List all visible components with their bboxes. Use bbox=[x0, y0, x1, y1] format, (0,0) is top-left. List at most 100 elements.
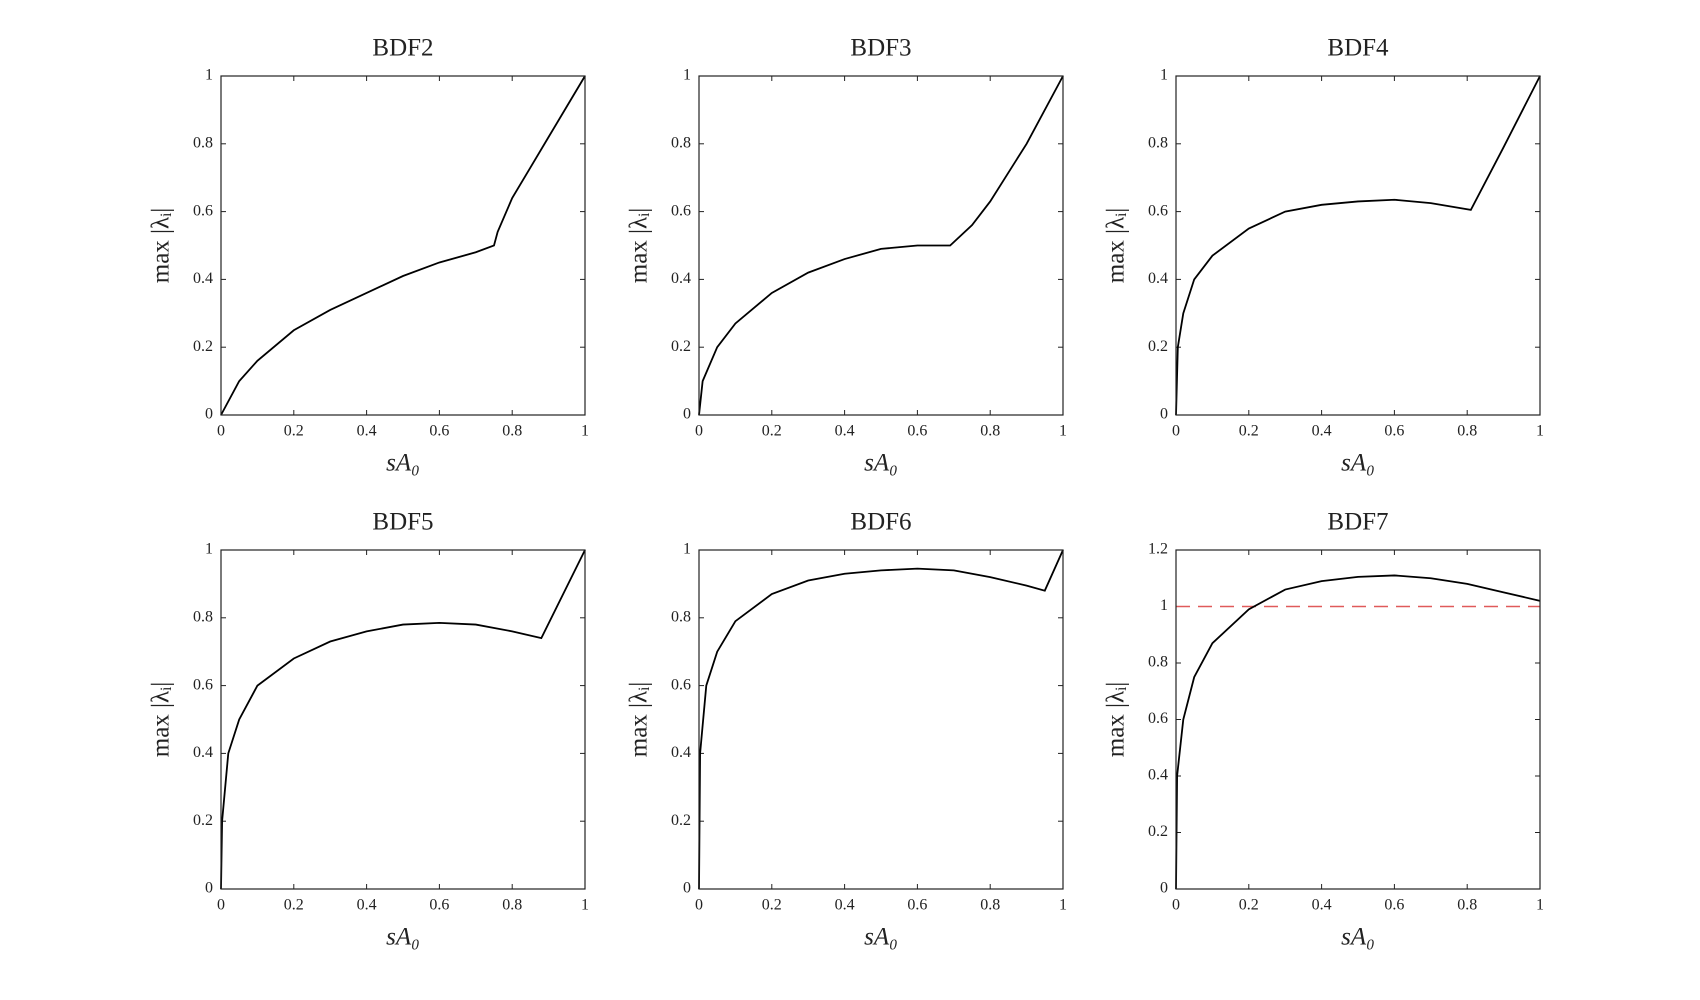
chart-title: BDF2 bbox=[372, 35, 433, 62]
data-line bbox=[220, 75, 586, 416]
y-tick-label: 0.2 bbox=[1148, 823, 1168, 840]
x-tick-label: 0.4 bbox=[835, 423, 855, 440]
x-tick-label: 0.6 bbox=[429, 897, 449, 914]
x-tick-label: 0 bbox=[217, 423, 225, 440]
y-axis-label: max |λᵢ| bbox=[626, 682, 653, 758]
y-tick-label: 0.8 bbox=[193, 134, 213, 151]
y-tick-label: 0.4 bbox=[193, 744, 213, 761]
x-tick-label: 0.4 bbox=[357, 897, 377, 914]
chart-title: BDF3 bbox=[850, 35, 911, 62]
data-line bbox=[698, 75, 1064, 416]
x-tick-label: 0 bbox=[695, 897, 703, 914]
y-tick-label: 0.6 bbox=[193, 676, 213, 693]
x-axis-label: sA₀ bbox=[864, 450, 898, 477]
y-tick-label: 0.4 bbox=[1148, 767, 1168, 784]
data-line bbox=[1175, 75, 1541, 416]
x-axis-label: sA₀ bbox=[1341, 924, 1375, 951]
x-tick-label: 0.8 bbox=[1457, 423, 1477, 440]
chart-title: BDF5 bbox=[372, 509, 433, 536]
y-tick-label: 0.2 bbox=[1148, 338, 1168, 355]
x-tick-label: 0.2 bbox=[284, 897, 304, 914]
data-line bbox=[698, 549, 1064, 890]
x-tick-label: 0.6 bbox=[907, 897, 927, 914]
x-tick-label: 1 bbox=[1059, 897, 1067, 914]
y-tick-label: 0.8 bbox=[1148, 654, 1168, 671]
x-tick-label: 0 bbox=[217, 897, 225, 914]
y-tick-label: 0.6 bbox=[671, 202, 691, 219]
x-tick-label: 0.8 bbox=[502, 423, 522, 440]
y-tick-label: 0.8 bbox=[671, 608, 691, 625]
y-axis-label: max |λᵢ| bbox=[148, 208, 175, 284]
plot-frame bbox=[698, 75, 1064, 416]
x-tick-label: 0.4 bbox=[1312, 423, 1332, 440]
plot-frame bbox=[220, 75, 586, 416]
x-tick-label: 1 bbox=[1536, 897, 1544, 914]
plot-frame bbox=[1175, 75, 1541, 416]
x-axis-label: sA₀ bbox=[1341, 450, 1375, 477]
y-axis-label: max |λᵢ| bbox=[148, 682, 175, 758]
y-tick-label: 0.4 bbox=[1148, 270, 1168, 287]
y-tick-label: 0.4 bbox=[671, 744, 691, 761]
y-axis-label: max |λᵢ| bbox=[1103, 682, 1130, 758]
y-tick-label: 1 bbox=[683, 67, 691, 84]
plot-frame bbox=[1175, 549, 1541, 890]
y-tick-label: 1 bbox=[1160, 67, 1168, 84]
plot-frame bbox=[698, 549, 1064, 890]
x-tick-label: 0.6 bbox=[429, 423, 449, 440]
y-tick-label: 1 bbox=[683, 541, 691, 558]
y-axis-label: max |λᵢ| bbox=[626, 208, 653, 284]
y-tick-label: 1.2 bbox=[1148, 541, 1168, 558]
y-axis-label: max |λᵢ| bbox=[1103, 208, 1130, 284]
plot-frame bbox=[220, 549, 586, 890]
x-tick-label: 0.6 bbox=[1384, 423, 1404, 440]
x-tick-label: 0.8 bbox=[502, 897, 522, 914]
y-tick-label: 0.6 bbox=[193, 202, 213, 219]
y-tick-label: 0 bbox=[205, 880, 213, 897]
chart-title: BDF6 bbox=[850, 509, 911, 536]
y-tick-label: 0.4 bbox=[671, 270, 691, 287]
y-tick-label: 0.8 bbox=[1148, 134, 1168, 151]
y-tick-label: 0.2 bbox=[671, 338, 691, 355]
y-tick-label: 0 bbox=[683, 880, 691, 897]
y-tick-label: 0 bbox=[1160, 880, 1168, 897]
y-tick-label: 1 bbox=[205, 67, 213, 84]
y-tick-label: 0.6 bbox=[671, 676, 691, 693]
y-tick-label: 0.2 bbox=[671, 812, 691, 829]
y-tick-label: 0 bbox=[1160, 406, 1168, 423]
x-tick-label: 0.4 bbox=[835, 897, 855, 914]
x-tick-label: 0 bbox=[1172, 423, 1180, 440]
chart-title: BDF4 bbox=[1327, 35, 1389, 62]
x-axis-label: sA₀ bbox=[386, 450, 420, 477]
y-tick-label: 0 bbox=[205, 406, 213, 423]
x-tick-label: 0.2 bbox=[762, 897, 782, 914]
x-tick-label: 0.6 bbox=[1384, 897, 1404, 914]
x-tick-label: 0.4 bbox=[357, 423, 377, 440]
x-tick-label: 1 bbox=[1536, 423, 1544, 440]
x-tick-label: 0 bbox=[1172, 897, 1180, 914]
y-tick-label: 1 bbox=[1160, 597, 1168, 614]
y-tick-label: 0.8 bbox=[671, 134, 691, 151]
x-axis-label: sA₀ bbox=[864, 924, 898, 951]
data-line bbox=[220, 549, 586, 890]
y-tick-label: 0.8 bbox=[193, 608, 213, 625]
x-tick-label: 0.4 bbox=[1312, 897, 1332, 914]
x-tick-label: 0.8 bbox=[1457, 897, 1477, 914]
y-tick-label: 0.2 bbox=[193, 338, 213, 355]
data-line bbox=[1175, 574, 1541, 890]
x-tick-label: 0.2 bbox=[1239, 423, 1259, 440]
x-axis-label: sA₀ bbox=[386, 924, 420, 951]
x-tick-label: 1 bbox=[581, 423, 589, 440]
y-tick-label: 1 bbox=[205, 541, 213, 558]
y-tick-label: 0.6 bbox=[1148, 202, 1168, 219]
y-tick-label: 0.4 bbox=[193, 270, 213, 287]
x-tick-label: 0.2 bbox=[284, 423, 304, 440]
y-tick-label: 0 bbox=[683, 406, 691, 423]
x-tick-label: 0.8 bbox=[980, 897, 1000, 914]
x-tick-label: 0.2 bbox=[762, 423, 782, 440]
x-tick-label: 0 bbox=[695, 423, 703, 440]
x-tick-label: 1 bbox=[581, 897, 589, 914]
y-tick-label: 0.2 bbox=[193, 812, 213, 829]
chart-title: BDF7 bbox=[1327, 509, 1388, 536]
